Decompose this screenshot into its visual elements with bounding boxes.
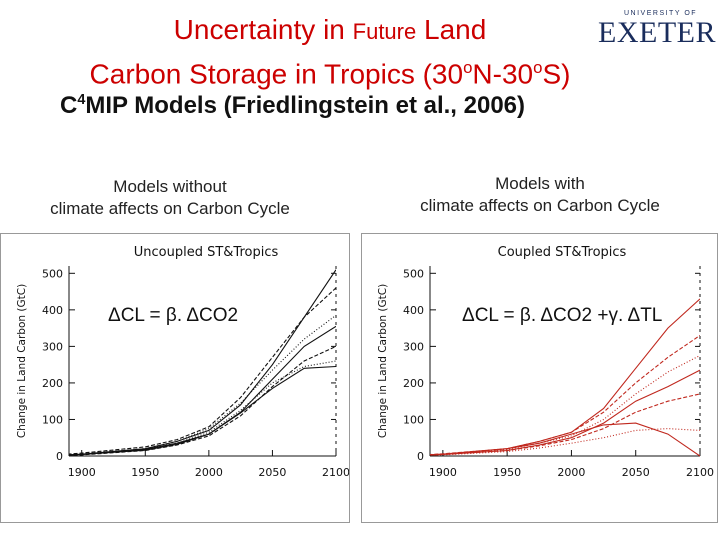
y-tick-label: 400 [403, 304, 424, 317]
x-tick-label: 2100 [686, 466, 714, 479]
y-axis-label: Change in Land Carbon (GtC) [16, 284, 28, 438]
caption-left: Models without climate affects on Carbon… [50, 177, 290, 218]
series-line-6 [430, 428, 700, 456]
y-tick-label: 100 [403, 413, 424, 426]
chart-panel-uncoupled: Uncoupled ST&Tropics Change in Land Carb… [0, 233, 350, 523]
y-tick-label: 500 [403, 267, 424, 280]
chart-panel-coupled: Coupled ST&Tropics Change in Land Carbon… [361, 233, 718, 523]
x-tick-label: 2050 [258, 466, 286, 479]
y-tick-label: 0 [56, 450, 63, 463]
logo-university-of: UNIVERSITY OF [624, 10, 698, 17]
x-tick-label: 1900 [68, 466, 96, 479]
x-tick-label: 2050 [622, 466, 650, 479]
y-axis-label: Change in Land Carbon (GtC) [377, 284, 389, 438]
y-tick-label: 200 [403, 377, 424, 390]
logo-name: EXETER [598, 16, 716, 49]
title-line-1: Uncertainty in Future Land [173, 14, 487, 45]
chart-title: Uncoupled ST&Tropics [134, 245, 279, 260]
y-tick-label: 400 [42, 304, 63, 317]
title-line-2: Carbon Storage in Tropics (30oN-30oS) [89, 58, 571, 90]
series-line-7 [69, 365, 336, 456]
x-tick-label: 2100 [322, 466, 349, 479]
series-line-3 [69, 314, 336, 456]
series-line-1 [69, 269, 336, 456]
series-line-7 [430, 422, 700, 457]
subtitle: C4MIP Models (Friedlingstein et al., 200… [60, 92, 526, 119]
y-tick-label: 0 [417, 450, 424, 463]
coupled-chart: Coupled ST&Tropics Change in Land Carbon… [377, 245, 714, 479]
y-tick-label: 300 [403, 340, 424, 353]
equation-left: ΔCL = β. ΔCO2 [108, 305, 239, 326]
uncoupled-chart: Uncoupled ST&Tropics Change in Land Carb… [16, 245, 350, 479]
equation-right: ΔCL = β. ΔCO2 +γ. ΔTL [462, 305, 663, 326]
y-tick-label: 200 [42, 377, 63, 390]
chart-title: Coupled ST&Tropics [498, 245, 627, 260]
y-tick-label: 300 [42, 340, 63, 353]
series-line-5 [430, 393, 700, 456]
x-tick-label: 2000 [195, 466, 223, 479]
series-line-2 [69, 287, 336, 455]
series-line-4 [430, 369, 700, 456]
x-tick-label: 2000 [557, 466, 585, 479]
y-tick-label: 500 [42, 267, 63, 280]
x-tick-label: 1950 [131, 466, 159, 479]
caption-right: Models with climate affects on Carbon Cy… [420, 174, 660, 215]
university-logo: UNIVERSITY OF EXETER [598, 10, 715, 54]
x-tick-label: 1950 [493, 466, 521, 479]
y-tick-label: 100 [42, 413, 63, 426]
x-tick-label: 1900 [429, 466, 457, 479]
